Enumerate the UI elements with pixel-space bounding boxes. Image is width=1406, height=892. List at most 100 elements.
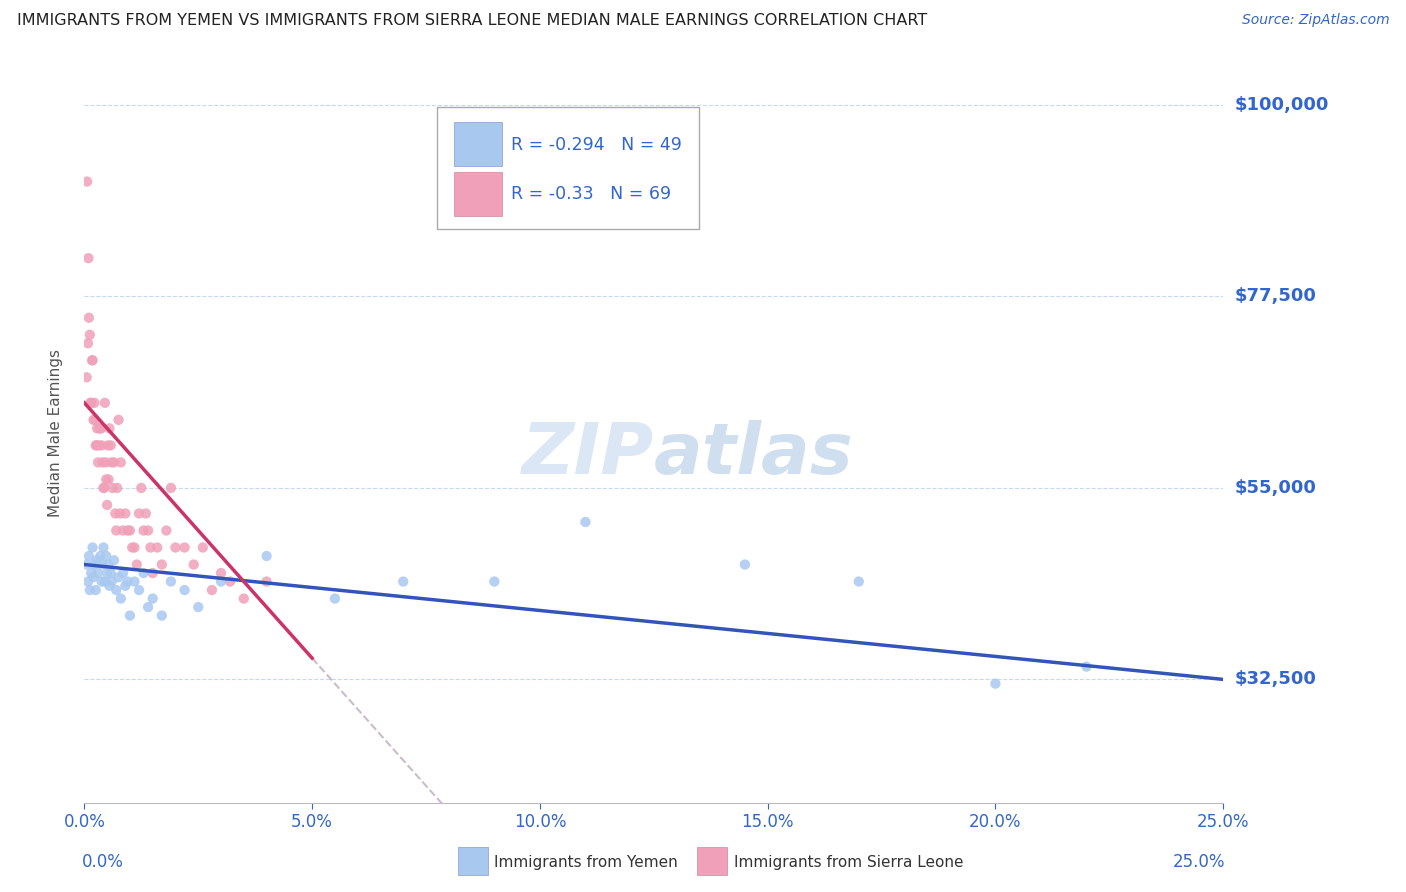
Point (82, 413, 104, 427)
Point (139, 541, 162, 555)
Point (97, 472, 120, 486)
Point (142, 591, 165, 606)
Point (104, 507, 127, 521)
Point (103, 455, 125, 469)
Point (110, 591, 132, 606)
Point (209, 566, 232, 580)
Point (132, 524, 155, 538)
Point (173, 541, 195, 555)
Point (84, 582, 107, 597)
Point (103, 553, 125, 567)
Point (87, 455, 110, 469)
Point (76, 370, 98, 384)
Point (160, 574, 183, 589)
Point (984, 676, 1007, 690)
Point (118, 608, 141, 623)
Point (82, 541, 104, 555)
Point (392, 574, 415, 589)
Text: ZIP: ZIP (522, 420, 654, 490)
Point (112, 566, 135, 580)
Point (136, 600, 159, 615)
Point (96, 549, 118, 563)
Text: R = -0.33   N = 69: R = -0.33 N = 69 (512, 186, 672, 203)
Point (128, 582, 150, 597)
Text: atlas: atlas (654, 420, 853, 490)
Text: Source: ZipAtlas.com: Source: ZipAtlas.com (1241, 13, 1389, 28)
Point (83, 413, 105, 427)
Point (187, 600, 209, 615)
Point (105, 481, 128, 495)
Point (96, 472, 118, 486)
Point (89, 421, 111, 435)
Point (86, 421, 108, 435)
Point (93, 481, 115, 495)
Point (86, 438, 108, 452)
Point (734, 558, 756, 572)
Point (132, 566, 155, 580)
Point (108, 507, 131, 521)
Point (98, 421, 121, 435)
Point (87, 566, 110, 580)
Point (1076, 659, 1098, 673)
Point (118, 524, 141, 538)
Point (80, 396, 103, 410)
Point (79, 327, 101, 342)
Text: 0.0%: 0.0% (82, 853, 124, 871)
FancyBboxPatch shape (454, 122, 502, 166)
Text: Immigrants from Yemen: Immigrants from Yemen (495, 855, 678, 870)
Y-axis label: Median Male Earnings: Median Male Earnings (48, 349, 63, 516)
Point (84, 438, 107, 452)
Point (135, 507, 157, 521)
Text: $55,000: $55,000 (1234, 479, 1316, 497)
Point (100, 566, 122, 580)
Point (77, 336, 100, 351)
Point (100, 455, 122, 469)
Point (77, 310, 100, 325)
Point (76, 175, 98, 189)
Point (105, 582, 128, 597)
Text: $32,500: $32,500 (1234, 671, 1316, 689)
Point (848, 574, 870, 589)
Point (82, 353, 104, 368)
Point (150, 558, 173, 572)
Text: $77,500: $77,500 (1234, 287, 1316, 305)
FancyBboxPatch shape (454, 172, 502, 216)
Point (173, 582, 195, 597)
Point (107, 413, 129, 427)
Point (128, 507, 150, 521)
Point (79, 396, 101, 410)
Point (191, 541, 214, 555)
Point (87, 438, 110, 452)
Point (93, 541, 115, 555)
Point (136, 524, 159, 538)
Point (105, 524, 128, 538)
Point (97, 558, 120, 572)
Point (100, 574, 122, 589)
Point (86, 553, 108, 567)
Point (232, 591, 254, 606)
Point (77, 574, 100, 589)
FancyBboxPatch shape (697, 847, 727, 875)
Point (209, 574, 232, 589)
Point (110, 455, 132, 469)
Point (484, 574, 506, 589)
Point (76, 558, 98, 572)
Point (77, 251, 100, 265)
Point (94, 574, 117, 589)
Point (96, 566, 118, 580)
Point (93, 481, 115, 495)
Point (89, 549, 111, 563)
Point (94, 396, 117, 410)
Point (125, 558, 148, 572)
Point (90, 574, 112, 589)
Point (146, 541, 169, 555)
Point (94, 455, 117, 469)
Point (114, 579, 136, 593)
Point (121, 541, 143, 555)
Point (101, 481, 124, 495)
Text: $100,000: $100,000 (1234, 96, 1329, 114)
Point (77, 549, 100, 563)
Point (256, 549, 278, 563)
Point (183, 558, 205, 572)
Point (117, 524, 139, 538)
